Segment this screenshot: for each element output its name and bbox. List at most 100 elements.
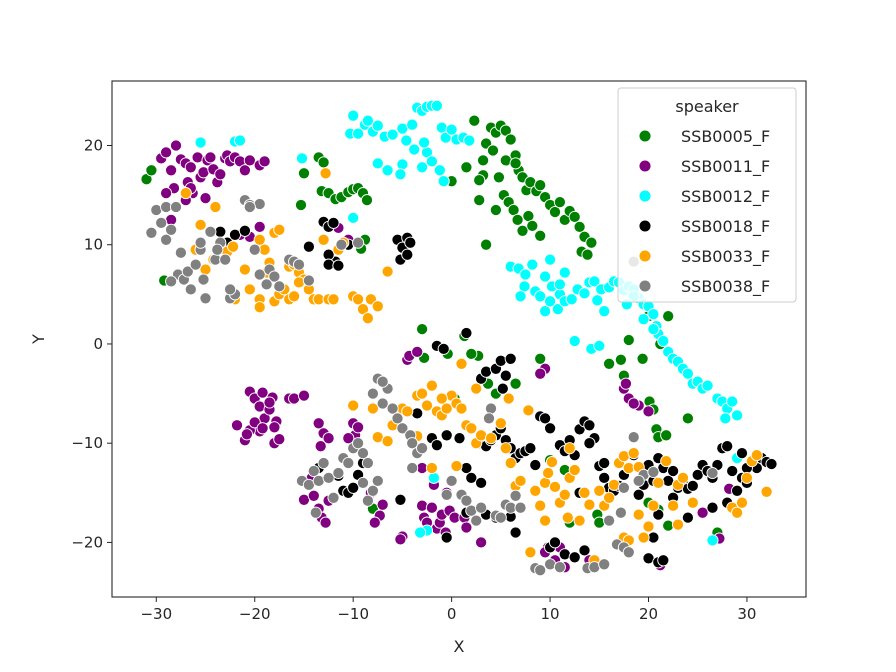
data-point: [706, 501, 719, 514]
data-point: [660, 455, 673, 468]
data-point: [622, 546, 635, 559]
data-point: [494, 354, 507, 367]
data-point: [169, 139, 183, 152]
data-point: [396, 422, 409, 435]
data-point: [368, 516, 381, 529]
data-point: [529, 484, 542, 497]
data-point: [258, 155, 271, 168]
data-point: [671, 518, 685, 531]
data-point: [352, 127, 365, 140]
data-point: [484, 402, 498, 415]
data-point: [253, 268, 266, 281]
data-point: [179, 187, 192, 200]
data-point: [568, 334, 581, 348]
data-point: [211, 243, 224, 256]
data-point: [197, 166, 210, 179]
y-axis-label: Y: [29, 334, 48, 345]
data-point: [445, 123, 458, 136]
legend-label: SSB0033_F: [681, 247, 770, 267]
data-point: [453, 432, 466, 445]
data-point: [408, 143, 421, 156]
data-point: [482, 412, 496, 425]
data-point: [539, 514, 552, 527]
data-point: [427, 471, 440, 484]
data-point: [548, 480, 562, 493]
data-point: [598, 305, 611, 318]
data-point: [292, 276, 306, 289]
data-point: [406, 118, 419, 131]
data-point: [726, 464, 739, 478]
x-tick-label: 0: [447, 605, 457, 623]
data-point: [317, 456, 330, 470]
data-point: [465, 471, 478, 484]
data-point: [622, 333, 635, 347]
data-point: [573, 220, 586, 233]
legend-marker: [638, 129, 652, 143]
data-point: [477, 154, 490, 167]
data-point: [726, 395, 739, 408]
data-point: [356, 476, 370, 489]
data-point: [214, 168, 227, 181]
data-point: [455, 402, 468, 415]
data-point: [360, 194, 374, 207]
data-point: [696, 506, 709, 519]
data-point: [647, 308, 660, 321]
x-tick-label: −10: [337, 605, 369, 623]
data-point: [227, 240, 240, 253]
data-point: [706, 466, 719, 480]
plot-frame: [111, 80, 807, 598]
data-point: [534, 367, 547, 380]
x-axis: −30 −20 −10 0 10 20 30: [140, 597, 756, 623]
data-point: [509, 157, 522, 170]
data-point: [463, 134, 476, 147]
data-point: [494, 417, 507, 430]
data-point: [253, 233, 266, 246]
data-point: [307, 489, 320, 502]
data-point: [460, 521, 473, 534]
data-point: [636, 352, 649, 365]
data-point: [256, 422, 269, 435]
x-tick-label: −30: [140, 605, 172, 623]
data-point: [558, 488, 571, 501]
data-point: [460, 161, 473, 174]
data-point: [470, 514, 483, 527]
data-point: [558, 548, 571, 561]
data-point: [312, 417, 325, 430]
data-point: [735, 496, 749, 509]
data-point: [489, 203, 502, 217]
data-point: [268, 421, 281, 434]
data-point: [686, 496, 699, 509]
data-point: [307, 464, 320, 478]
data-point: [539, 412, 552, 425]
data-point: [361, 312, 374, 325]
data-point: [598, 456, 611, 470]
data-point: [240, 428, 253, 441]
data-point: [433, 164, 446, 177]
data-point: [347, 399, 360, 412]
data-point: [381, 164, 394, 177]
data-point: [445, 474, 458, 487]
data-point: [394, 533, 407, 546]
data-point: [273, 223, 286, 236]
data-point: [411, 345, 424, 358]
data-point: [297, 167, 311, 180]
data-point: [273, 433, 286, 446]
data-point: [371, 157, 384, 170]
data-point: [238, 263, 251, 276]
data-point: [294, 198, 308, 212]
data-point: [539, 270, 552, 283]
data-point: [430, 99, 443, 112]
data-point: [526, 258, 539, 271]
data-point: [657, 334, 670, 348]
data-point: [509, 489, 522, 502]
data-point: [268, 270, 281, 283]
data-point: [460, 494, 473, 507]
data-point: [194, 136, 207, 149]
data-point: [322, 471, 335, 484]
data-point: [460, 326, 473, 340]
data-point: [765, 457, 778, 471]
data-point: [440, 531, 453, 544]
data-point: [534, 352, 547, 365]
data-point: [288, 290, 301, 303]
